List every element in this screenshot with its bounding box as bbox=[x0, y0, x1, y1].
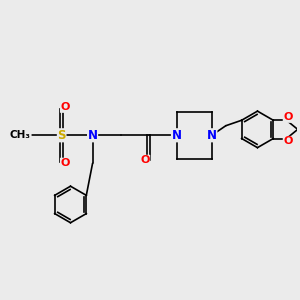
Text: O: O bbox=[61, 102, 70, 112]
Text: O: O bbox=[283, 112, 293, 122]
Text: N: N bbox=[88, 129, 98, 142]
Text: CH₃: CH₃ bbox=[10, 130, 31, 140]
Text: O: O bbox=[283, 136, 293, 146]
Text: N: N bbox=[172, 129, 182, 142]
Text: S: S bbox=[57, 129, 66, 142]
Text: O: O bbox=[61, 158, 70, 168]
Text: N: N bbox=[207, 129, 217, 142]
Text: O: O bbox=[140, 155, 150, 165]
